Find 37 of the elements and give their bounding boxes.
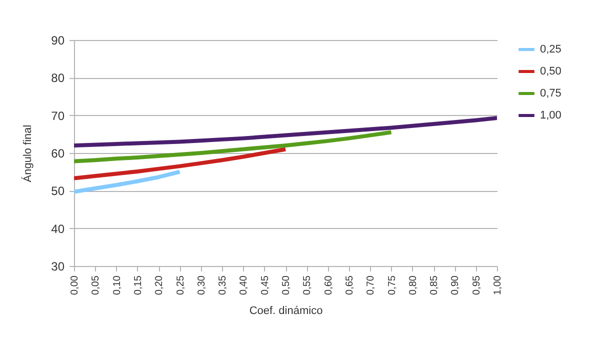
legend-label: 0,75 — [540, 88, 562, 100]
y-tick-label: 30 — [51, 260, 65, 274]
x-tick-label: 0,90 — [450, 275, 462, 295]
y-tick-label: 80 — [51, 71, 65, 86]
legend-label: 0,50 — [540, 66, 562, 78]
y-tick-label: 40 — [51, 222, 65, 236]
x-tick-label: 0,20 — [154, 275, 166, 295]
x-tick-label: 0,10 — [112, 275, 123, 295]
x-tick-label: 0,45 — [260, 275, 271, 295]
y-axis-title: Ángulo final — [21, 124, 34, 182]
x-tick-label: 0,70 — [366, 275, 377, 295]
x-axis-title: Coef. dinámico — [249, 304, 323, 317]
x-tick-label: 0,55 — [302, 275, 314, 295]
x-tick-label: 0,15 — [132, 275, 144, 295]
x-tick-label: 0,60 — [323, 275, 334, 295]
x-tick-label: 0,30 — [196, 275, 208, 295]
line-series — [74, 147, 288, 180]
x-tick-label: 0,35 — [218, 275, 229, 295]
x-tick-label: 1,00 — [492, 275, 504, 295]
x-tick-label: 0,65 — [344, 275, 356, 295]
y-tick-label: 60 — [51, 146, 65, 160]
y-tick-label: 90 — [51, 34, 65, 48]
line-series — [74, 130, 394, 164]
x-tick-label: 0,95 — [471, 275, 482, 295]
x-tick-label: 0,50 — [281, 275, 292, 295]
legend-label: 1,00 — [540, 110, 562, 122]
x-tick-label: 0,85 — [429, 275, 440, 295]
x-tick-label: 0,80 — [408, 275, 419, 295]
x-tick-label: 0,25 — [175, 275, 186, 295]
x-tick-label: 0,40 — [238, 275, 250, 295]
y-tick-label: 50 — [51, 184, 65, 198]
legend-label: 0,25 — [540, 44, 562, 56]
x-tick-label: 0,05 — [90, 275, 102, 295]
y-tick-label: 70 — [51, 108, 65, 123]
x-tick-label: 0,75 — [386, 275, 398, 295]
line-series — [74, 170, 182, 194]
x-tick-label: 0,00 — [70, 275, 80, 295]
